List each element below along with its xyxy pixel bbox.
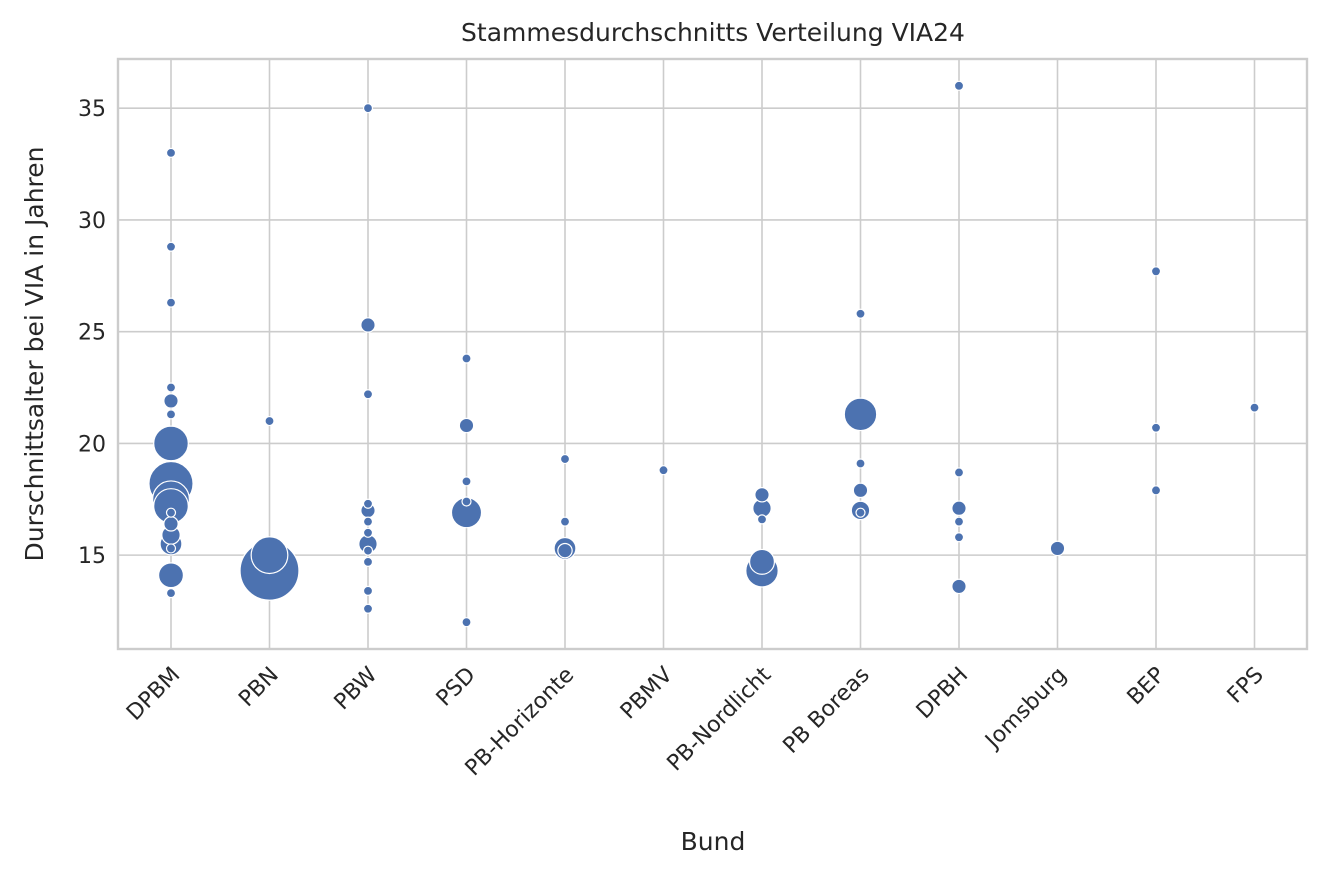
x-tick-label: PB Boreas [779,663,875,759]
x-tick-label: PBMV [616,663,678,725]
y-tick-label: 35 [78,97,106,122]
chart-title: Stammesdurchschnitts Verteilung VIA24 [461,18,965,47]
data-point [855,308,866,319]
data-point [756,514,768,525]
data-point [754,487,770,503]
y-axis-ticks: 15 20 25 30 35 [78,97,106,569]
data-point [165,507,177,518]
x-tick-label: DPBH [912,663,973,724]
y-axis-label: Durschnittsalter bei VIA in Jahren [20,147,49,562]
y-tick-label: 20 [78,432,106,457]
data-point [1150,485,1162,496]
data-point [951,500,967,516]
data-point [461,496,472,507]
y-tick-label: 15 [78,544,106,569]
data-point [953,532,965,543]
data-point [843,397,878,432]
data-point [461,617,472,628]
data-point [953,467,965,478]
data-point [165,241,177,252]
data-point [362,556,374,567]
data-point [953,516,965,527]
data-point [165,297,177,308]
x-tick-label: DPBM [122,663,185,726]
y-tick-label: 30 [78,209,106,234]
data-point [1249,402,1260,413]
data-point [165,543,177,554]
data-point [559,453,571,465]
data-point [1150,422,1162,433]
data-point [362,103,374,114]
data-point [153,425,189,462]
data-point [461,353,472,364]
data-point [1049,540,1066,557]
data-point [157,562,185,589]
data-point [264,415,275,427]
data-point [362,498,374,509]
data-point [362,527,374,538]
data-point [362,545,374,556]
data-point [362,603,374,614]
y-tick-label: 25 [78,321,106,346]
x-tick-label: PB-Nordlicht [663,662,777,776]
data-points [148,80,1260,628]
x-tick-label: PSD [432,663,481,712]
data-point [953,80,965,91]
data-point [165,147,177,158]
data-point [360,317,376,333]
data-point [748,548,776,575]
data-point [852,482,869,499]
data-point [658,465,669,476]
data-point [458,417,475,434]
data-point [250,536,289,575]
x-tick-label: FPS [1223,663,1269,709]
data-point [855,507,866,518]
x-tick-label: PBN [234,663,283,712]
x-axis-label: Bund [681,827,746,856]
data-point [362,389,374,400]
data-point [855,458,866,469]
x-tick-label: PBW [330,662,383,715]
plot-area-frame [116,57,1309,651]
data-point [559,516,571,527]
data-point [951,578,967,595]
data-point [461,476,472,487]
x-tick-label: Jomsburg [980,663,1072,755]
data-point [362,585,374,596]
data-point [165,588,177,599]
data-point [362,516,374,527]
data-point [165,382,177,393]
data-point [557,542,573,559]
x-tick-label: BEP [1123,663,1171,711]
data-point [163,516,179,532]
data-point [1150,266,1162,277]
data-point [165,409,177,420]
data-point [163,393,179,409]
